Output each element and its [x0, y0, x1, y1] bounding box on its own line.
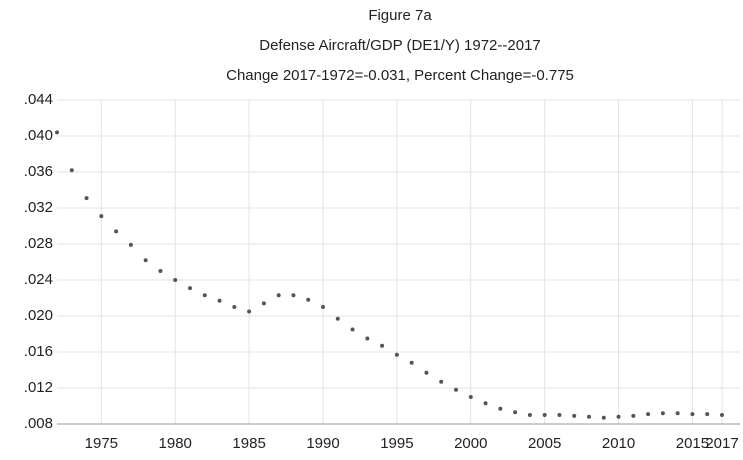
point	[483, 401, 488, 406]
chart-annotation: Change 2017-1972=-0.031, Percent Change=…	[226, 67, 574, 84]
point	[380, 343, 385, 348]
point	[675, 411, 680, 416]
point	[276, 293, 281, 298]
y-tick-label: .024	[24, 271, 53, 288]
point	[321, 305, 325, 309]
point	[720, 413, 724, 417]
x-tick-label: 2015	[676, 435, 709, 452]
point	[128, 242, 133, 247]
x-tick-label: 2005	[528, 435, 561, 452]
x-tick-label: 2017	[705, 435, 738, 452]
x-tick-label: 2000	[454, 435, 487, 452]
x-tick-label: 1975	[85, 435, 118, 452]
point	[557, 413, 562, 417]
point	[498, 406, 503, 411]
point	[188, 286, 192, 291]
point	[468, 395, 473, 399]
y-tick-label: .044	[24, 91, 53, 108]
y-tick-label: .012	[24, 379, 53, 396]
point	[542, 413, 547, 417]
chart-title: Figure 7a	[368, 7, 432, 24]
y-tick-label: .028	[24, 235, 53, 252]
y-tick-label: .008	[24, 415, 53, 432]
point	[232, 305, 237, 309]
point	[217, 298, 222, 303]
point	[631, 413, 636, 418]
point	[365, 336, 370, 341]
x-tick-label: 1985	[232, 435, 265, 452]
chart-subtitle: Defense Aircraft/GDP (DE1/Y) 1972--2017	[259, 37, 541, 54]
point	[601, 415, 606, 420]
point	[99, 214, 104, 219]
point	[55, 130, 59, 135]
point	[690, 412, 695, 417]
point	[173, 278, 178, 282]
point	[527, 413, 532, 417]
x-tick-label: 2010	[602, 435, 635, 452]
point	[143, 258, 148, 263]
point	[261, 301, 266, 306]
point	[69, 168, 74, 173]
y-tick-label: .016	[24, 343, 53, 360]
point	[616, 414, 621, 419]
point	[306, 297, 311, 302]
x-tick-label: 1995	[380, 435, 413, 452]
point	[587, 414, 591, 419]
point	[350, 327, 355, 332]
y-tick-label: .040	[24, 127, 53, 144]
point	[572, 413, 577, 418]
y-tick-label: .020	[24, 307, 53, 324]
point	[439, 379, 444, 384]
point	[454, 387, 458, 392]
point	[114, 229, 119, 234]
point	[394, 352, 399, 357]
point	[291, 293, 296, 298]
point	[705, 412, 710, 417]
point	[202, 293, 207, 298]
x-tick-label: 1980	[159, 435, 192, 452]
point	[513, 410, 518, 415]
point	[660, 411, 665, 416]
point	[424, 370, 429, 375]
point	[158, 269, 163, 273]
x-tick-label: 1990	[306, 435, 339, 452]
point	[409, 360, 414, 365]
y-tick-label: .032	[24, 199, 53, 216]
y-tick-label: .036	[24, 163, 53, 180]
point	[646, 412, 651, 417]
point	[84, 196, 89, 201]
point	[247, 309, 252, 314]
point	[335, 316, 340, 321]
